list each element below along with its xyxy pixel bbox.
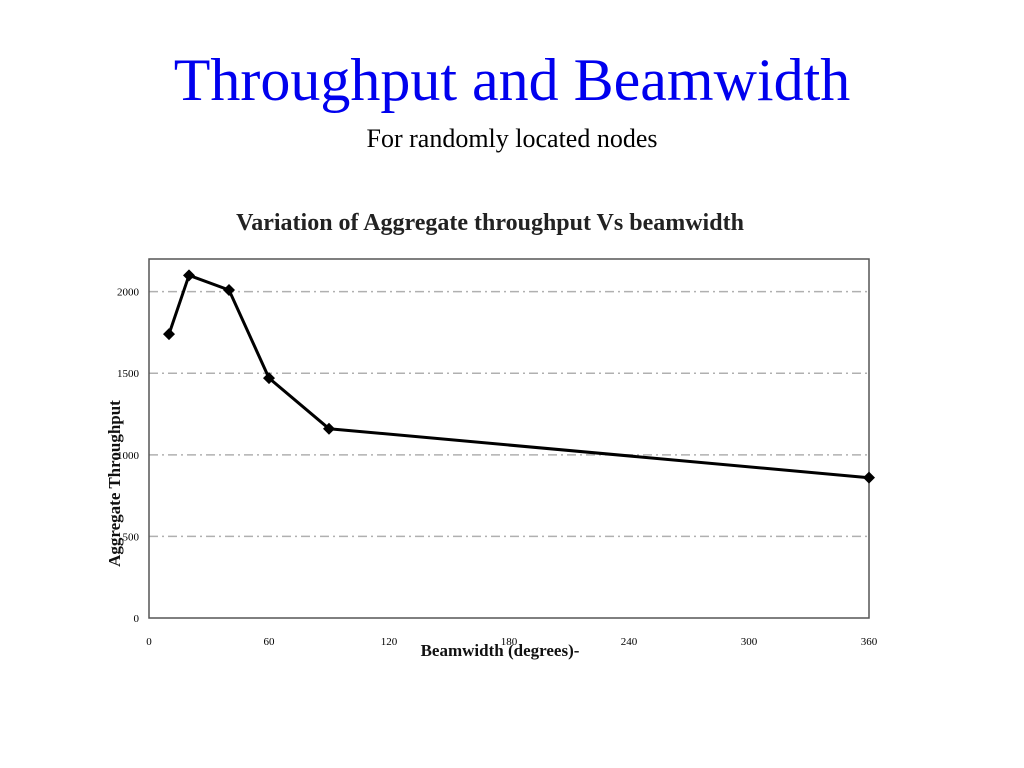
x-tick-label: 360 xyxy=(861,636,878,648)
x-axis-label: Beamwidth (degrees)- xyxy=(421,641,580,660)
data-point-marker xyxy=(863,471,875,484)
slide-subtitle: For randomly located nodes xyxy=(366,124,658,153)
x-tick-label: 180 xyxy=(501,636,518,648)
chart-title: Variation of Aggregate throughput Vs bea… xyxy=(236,210,744,236)
x-axis-ticks: 0 60 120 180 240 300 360 xyxy=(146,636,878,648)
data-point-marker xyxy=(163,328,175,341)
y-axis-label: Aggregate Throughput xyxy=(105,400,124,567)
x-tick-label: 60 xyxy=(264,636,276,648)
y-axis-ticks: 0 500 1000 1500 2000 xyxy=(117,287,140,625)
series-line xyxy=(167,273,870,480)
x-tick-label: 120 xyxy=(381,636,398,648)
y-tick-label: 1500 xyxy=(117,368,140,380)
x-tick-label: 300 xyxy=(741,636,758,648)
y-tick-label: 1000 xyxy=(117,450,140,462)
data-point-marker xyxy=(223,284,235,297)
x-tick-label: 240 xyxy=(621,636,638,648)
plot-area-frame xyxy=(148,258,870,619)
data-point-marker xyxy=(183,269,195,282)
y-tick-label: 0 xyxy=(134,613,140,625)
y-tick-label: 2000 xyxy=(117,287,140,299)
data-point-marker xyxy=(263,372,275,385)
x-tick-label: 0 xyxy=(146,636,152,648)
y-tick-label: 500 xyxy=(123,531,140,543)
grid-lines xyxy=(149,290,869,538)
data-points xyxy=(163,269,875,484)
slide-title: Throughput and Beamwidth xyxy=(173,47,851,113)
data-point-marker xyxy=(323,422,335,435)
